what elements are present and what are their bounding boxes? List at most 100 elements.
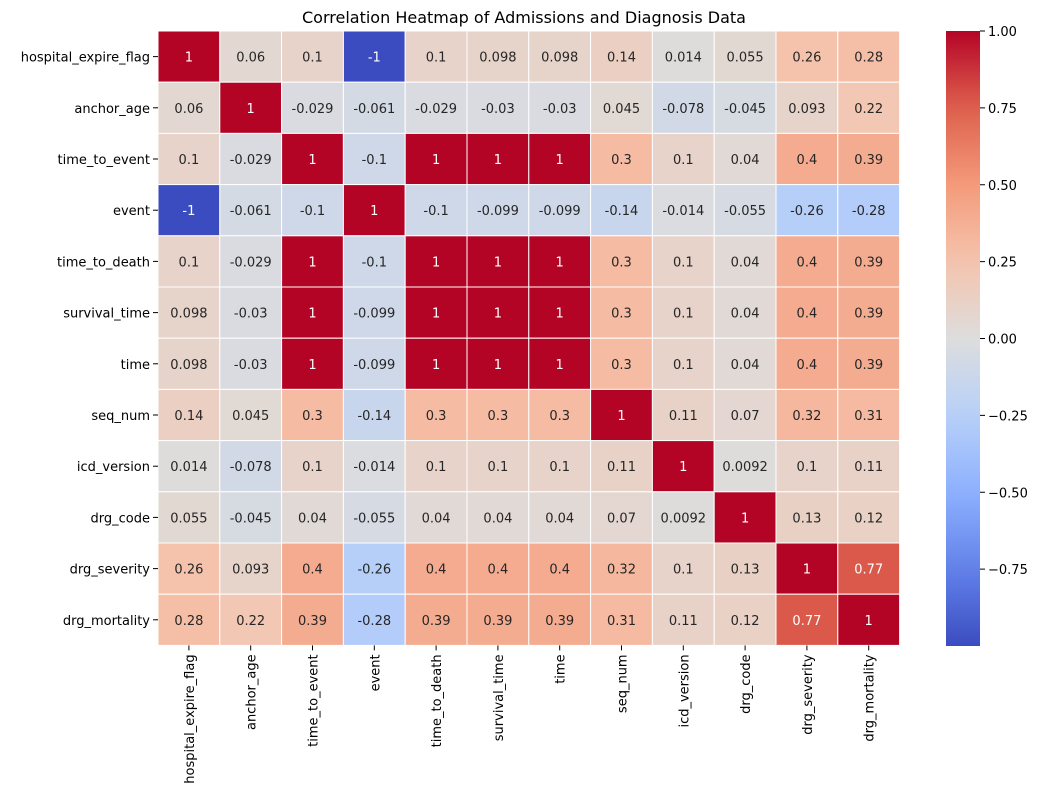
- heatmap-cell: [837, 542, 901, 595]
- heatmap-cell: [281, 542, 344, 595]
- cell-value-label: 1: [308, 153, 316, 168]
- heatmap-cell: [837, 132, 901, 186]
- cell-value-label: -0.03: [234, 358, 268, 373]
- cell-value-label: 0.39: [854, 358, 883, 373]
- heatmap-cell: [775, 235, 839, 288]
- heatmap-cell: [528, 235, 592, 288]
- heatmap-cell: [157, 132, 221, 186]
- cell-value-label: 0.3: [611, 358, 632, 373]
- colorbar-tick-label: −0.50: [988, 486, 1028, 501]
- cell-value-label: 1: [494, 153, 502, 168]
- cell-value-label: 0.39: [854, 307, 883, 322]
- cell-value-label: 0.098: [170, 307, 207, 322]
- cell-value-label: 0.04: [545, 511, 574, 526]
- x-tick-label: icd_version: [677, 654, 692, 727]
- heatmap-cell: [342, 491, 406, 544]
- heatmap-cell: [590, 30, 653, 83]
- cell-value-label: 0.4: [797, 307, 818, 322]
- cell-value-label: 1: [247, 102, 255, 117]
- cell-value-label: 0.0092: [722, 460, 768, 475]
- cell-value-label: 0.39: [854, 153, 883, 168]
- x-tick-label: anchor_age: [245, 654, 260, 730]
- heatmap-cell: [837, 491, 901, 544]
- cell-value-label: 0.32: [792, 409, 821, 424]
- heatmap-cell: [590, 491, 653, 544]
- y-tick-label: icd_version: [77, 460, 150, 475]
- heatmap-cell: [157, 388, 221, 442]
- cell-value-label: 0.1: [797, 460, 818, 475]
- heatmap-cell: [342, 337, 406, 390]
- cell-value-label: 0.12: [731, 614, 760, 629]
- heatmap-cell: [651, 337, 715, 390]
- cell-value-label: 0.14: [607, 51, 636, 66]
- cell-value-label: 0.3: [611, 255, 632, 270]
- heatmap-cell: [466, 440, 530, 493]
- heatmap-cell: [342, 440, 406, 493]
- cell-value-label: 0.32: [607, 563, 636, 578]
- y-tick-label: hospital_expire_flag: [21, 51, 150, 66]
- heatmap-cell: [528, 388, 592, 442]
- cell-value-label: -0.14: [605, 204, 639, 219]
- cell-value-label: -0.014: [662, 204, 704, 219]
- cell-value-label: -0.26: [357, 563, 391, 578]
- cell-value-label: -0.03: [543, 102, 577, 117]
- chart-title: Correlation Heatmap of Admissions and Di…: [302, 8, 746, 27]
- cell-value-label: -1: [368, 51, 381, 66]
- heatmap-cell: [281, 30, 344, 83]
- cell-value-label: 1: [432, 307, 440, 322]
- heatmap-cell: [651, 542, 715, 595]
- cell-value-label: 0.093: [788, 102, 825, 117]
- heatmap-cell: [528, 286, 592, 339]
- cell-value-label: 0.093: [232, 563, 269, 578]
- cell-value-label: 1: [494, 255, 502, 270]
- heatmap-cell: [219, 30, 283, 83]
- heatmap-cell: [466, 337, 530, 390]
- cell-value-label: -0.061: [230, 204, 272, 219]
- heatmap-cell: [281, 184, 344, 237]
- heatmap-cell: [281, 132, 344, 186]
- heatmap-cell: [837, 184, 901, 237]
- y-tick-label: time: [121, 358, 150, 373]
- cell-value-label: -0.14: [357, 409, 391, 424]
- heatmap-cell: [157, 440, 221, 493]
- cell-value-label: 0.11: [669, 614, 698, 629]
- heatmap-cell: [528, 337, 592, 390]
- cell-value-label: 0.045: [232, 409, 269, 424]
- y-tick-label: time_to_death: [57, 255, 150, 270]
- heatmap-cell: [590, 81, 653, 134]
- heatmap-cell: [775, 491, 839, 544]
- cell-value-label: 0.3: [426, 409, 447, 424]
- cell-value-label: 1: [556, 307, 564, 322]
- y-tick-label: drg_code: [91, 511, 150, 526]
- cell-value-label: -0.099: [353, 307, 395, 322]
- heatmap-cell: [713, 491, 777, 544]
- heatmap-cell: [466, 30, 530, 83]
- cell-value-label: 0.39: [422, 614, 451, 629]
- cell-value-label: 0.4: [488, 563, 509, 578]
- heatmap-cell: [219, 440, 283, 493]
- heatmap-cells: [157, 30, 901, 646]
- heatmap-cell: [837, 286, 901, 339]
- heatmap-cell: [775, 81, 839, 134]
- cell-value-label: 0.1: [302, 51, 323, 66]
- cell-value-label: 0.4: [797, 255, 818, 270]
- heatmap-cell: [281, 388, 344, 442]
- cell-value-label: 0.1: [426, 460, 447, 475]
- cell-value-label: 0.098: [479, 51, 516, 66]
- cell-value-label: 0.1: [179, 255, 200, 270]
- heatmap-cell: [775, 593, 839, 646]
- cell-value-label: 0.07: [731, 409, 760, 424]
- heatmap-cell: [528, 491, 592, 544]
- heatmap-cell: [590, 440, 653, 493]
- colorbar-tick-label: 0.50: [988, 179, 1017, 194]
- cell-value-label: 1: [865, 614, 873, 629]
- heatmap-cell: [157, 184, 221, 237]
- cell-value-label: 0.1: [549, 460, 570, 475]
- cell-value-label: 0.26: [792, 51, 821, 66]
- cell-value-label: 0.11: [854, 460, 883, 475]
- cell-value-label: 0.3: [549, 409, 570, 424]
- heatmap-cell: [281, 235, 344, 288]
- x-tick-label: time_to_death: [430, 654, 445, 747]
- cell-value-label: 1: [432, 255, 440, 270]
